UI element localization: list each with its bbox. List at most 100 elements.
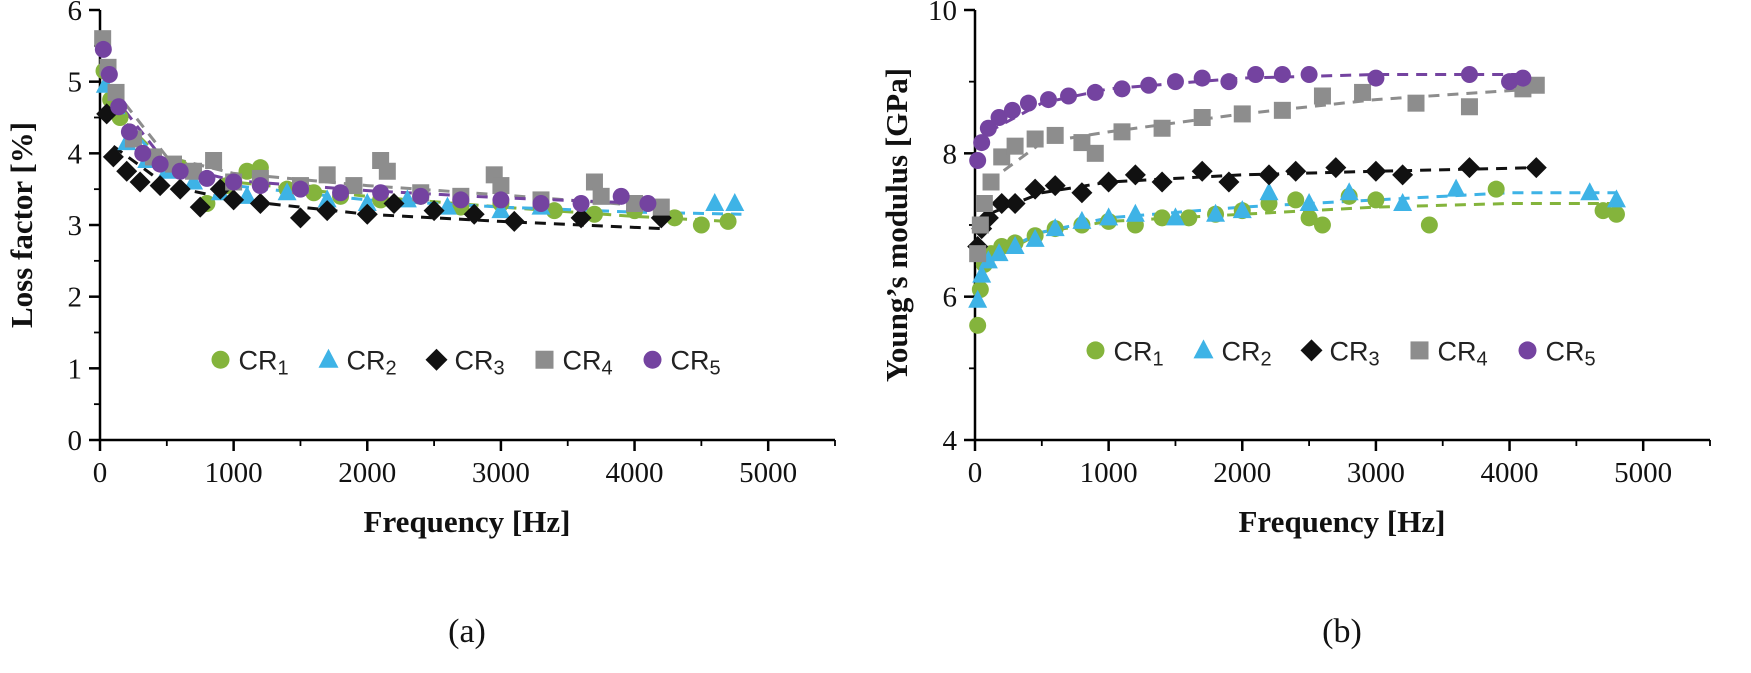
legend-marker-diamond-icon <box>1300 339 1323 362</box>
data-point-CR5 <box>120 123 138 141</box>
x-axis-title-a: Frequency [Hz] <box>364 504 571 539</box>
data-point-CR5 <box>198 169 216 187</box>
plot-area-a: 0 1000 2000 3000 4000 5000 0 1 2 3 4 5 6 CR1 CR2 CR3 CR4… <box>68 0 836 489</box>
data-point-CR3 <box>356 203 378 225</box>
data-point-CR3 <box>1124 164 1146 186</box>
data-point-CR2 <box>1232 200 1252 219</box>
data-point-CR5 <box>1501 73 1519 91</box>
data-point-CR4 <box>982 173 1000 191</box>
data-point-CR5 <box>1193 69 1211 87</box>
data-point-CR2 <box>705 193 725 211</box>
data-point-CR3 <box>169 178 191 200</box>
data-point-CR3 <box>102 146 124 168</box>
data-point-CR3 <box>1004 193 1026 214</box>
data-point-CR5 <box>110 98 128 116</box>
data-point-CR4 <box>1073 134 1091 152</box>
panel-caption-a: (a) <box>448 613 486 650</box>
legend: CR1 CR2 CR3 CR4 CR5 <box>1086 336 1596 370</box>
data-point-CR2 <box>978 250 998 269</box>
data-point-CR4 <box>1233 105 1251 123</box>
data-point-CR4 <box>205 152 223 169</box>
data-point-CR1 <box>666 209 684 227</box>
data-point-CR3 <box>1458 157 1480 179</box>
data-point-CR4 <box>652 198 670 216</box>
data-point-CR3 <box>1071 182 1093 204</box>
legend-label: CR1 <box>1114 336 1164 370</box>
legend-label: CR5 <box>671 346 721 380</box>
panel-caption-b: (b) <box>1322 613 1362 650</box>
x-tick-label: 3000 <box>472 457 530 489</box>
data-point-CR5 <box>979 119 997 137</box>
legend-marker-circle-icon <box>211 350 230 369</box>
data-point-CR3 <box>423 200 445 222</box>
data-point-CR4 <box>185 162 203 180</box>
data-point-CR4 <box>1006 137 1024 155</box>
data-point-CR3 <box>503 210 525 232</box>
data-point-CR3 <box>1392 164 1414 186</box>
legend-marker-circle-icon <box>1086 341 1105 360</box>
data-point-CR5 <box>251 177 269 195</box>
data-point-CR2 <box>1025 228 1045 247</box>
legend-marker-diamond-icon <box>425 348 448 371</box>
legend-item-CR2: CR2 <box>1193 336 1272 370</box>
data-point-CR2 <box>184 171 204 190</box>
data-point-CR3 <box>223 189 245 211</box>
data-point-CR1 <box>1313 216 1331 234</box>
data-point-CR1 <box>692 216 710 234</box>
data-point-CR2 <box>1580 182 1600 201</box>
data-point-CR5 <box>1086 83 1104 101</box>
panel-a: 0 1000 2000 3000 4000 5000 0 1 2 3 4 5 6 CR1 CR2 CR3 CR4… <box>0 0 875 673</box>
data-point-CR5 <box>134 144 152 162</box>
data-point-CR1 <box>238 162 256 180</box>
y-axis-title-b: Young’s modulus [GPa] <box>879 68 914 382</box>
data-point-CR4 <box>1193 109 1211 126</box>
data-point-CR3 <box>1191 160 1213 182</box>
data-point-CR4 <box>1460 98 1478 116</box>
data-point-CR2 <box>1446 178 1466 197</box>
x-axis-title-b: Frequency [Hz] <box>1239 504 1446 539</box>
legend-item-CR1: CR1 <box>1086 336 1164 370</box>
data-point-CR4 <box>492 177 510 195</box>
data-point-CR2 <box>968 289 988 308</box>
data-point-CR1 <box>1153 209 1171 227</box>
data-point-CR4 <box>1407 94 1425 112</box>
data-point-CR5 <box>1514 69 1532 87</box>
legend-label: CR1 <box>239 346 289 380</box>
data-point-CR4 <box>1313 87 1331 105</box>
data-point-CR4 <box>1273 101 1291 119</box>
data-point-CR2 <box>317 189 337 208</box>
data-point-CR2 <box>1206 203 1226 222</box>
data-point-CR2 <box>725 193 745 211</box>
legend-marker-circle-icon <box>643 350 662 369</box>
legend-marker-triangle-icon <box>1193 339 1214 359</box>
legend-marker-square-icon <box>535 350 554 369</box>
data-point-CR1 <box>1180 209 1198 227</box>
x-tick-label: 2000 <box>1213 457 1271 489</box>
data-point-CR1 <box>1594 202 1612 220</box>
data-point-CR3 <box>316 200 338 222</box>
data-point-CR5 <box>94 40 112 58</box>
data-point-CR3 <box>1365 160 1387 182</box>
legend-item-CR2: CR2 <box>318 346 397 380</box>
data-point-CR5 <box>990 109 1008 126</box>
legend: CR1 CR2 CR3 CR4 CR5 <box>211 346 721 380</box>
data-point-CR4 <box>975 195 993 212</box>
data-point-CR3 <box>570 207 592 229</box>
data-point-CR3 <box>1151 171 1173 193</box>
legend-label: CR3 <box>455 346 505 380</box>
data-point-CR2 <box>1165 207 1185 226</box>
y-tick-label: 4 <box>68 138 83 170</box>
x-tick-label: 1000 <box>205 457 263 489</box>
legend-item-CR3: CR3 <box>1300 336 1380 370</box>
data-point-CR5 <box>1003 101 1021 119</box>
y-tick-label: 4 <box>943 425 958 457</box>
data-point-CR4 <box>1527 76 1545 94</box>
legend-item-CR1: CR1 <box>211 346 289 380</box>
data-point-CR4 <box>626 195 644 212</box>
data-point-CR5 <box>151 155 169 173</box>
data-point-CR4 <box>1354 83 1372 101</box>
data-point-CR4 <box>345 177 363 195</box>
x-tick-label: 3000 <box>1347 457 1405 489</box>
data-point-CR1 <box>305 184 323 202</box>
data-point-CR5 <box>1166 73 1184 91</box>
